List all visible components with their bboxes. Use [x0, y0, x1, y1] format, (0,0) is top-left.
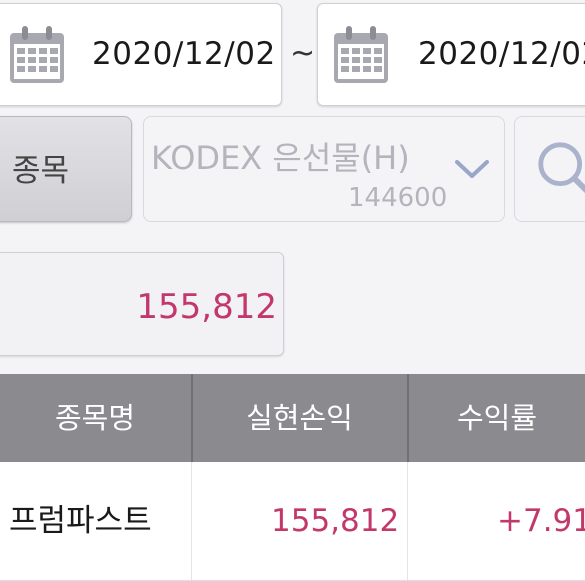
stock-label-button[interactable]: 종목	[0, 116, 132, 222]
search-icon	[538, 142, 585, 194]
column-header-stock-name: 종목명	[54, 401, 136, 435]
stock-select[interactable]: KODEX 은선물(H) 144600	[143, 116, 505, 222]
start-date-picker[interactable]: 2020/12/02	[0, 3, 282, 106]
chevron-down-icon	[455, 160, 489, 178]
column-divider	[191, 374, 193, 462]
selected-stock-code: 144600	[348, 183, 448, 213]
column-divider	[191, 462, 192, 580]
row-realized-profit: 155,812	[271, 503, 400, 539]
column-header-return-rate: 수익률	[456, 401, 538, 435]
stock-label-text: 종목	[12, 153, 70, 189]
calendar-icon	[334, 26, 388, 83]
start-date-value: 2020/12/02	[92, 36, 276, 72]
search-button[interactable]	[514, 116, 585, 222]
date-range-separator: ~	[290, 36, 316, 71]
table-header: 종목명 실현손익 수익률	[0, 374, 585, 462]
column-divider	[407, 462, 408, 580]
total-profit-value: 155,812	[136, 287, 277, 327]
end-date-picker[interactable]: 2020/12/02	[317, 3, 585, 106]
column-divider	[407, 374, 409, 462]
column-header-realized-profit: 실현손익	[246, 401, 353, 435]
row-stock-name: 프럼파스트	[9, 503, 152, 539]
selected-stock-name: KODEX 은선물(H)	[151, 139, 410, 177]
table-row[interactable]: 프럼파스트 155,812 +7.91	[0, 462, 585, 581]
row-return-rate: +7.91	[497, 503, 585, 539]
total-profit-box: 155,812	[0, 252, 284, 356]
end-date-value: 2020/12/02	[418, 36, 585, 72]
calendar-icon	[10, 26, 64, 83]
